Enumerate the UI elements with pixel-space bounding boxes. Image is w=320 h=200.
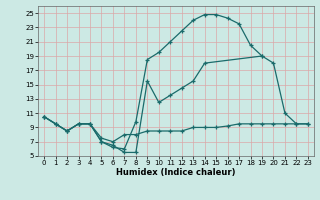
X-axis label: Humidex (Indice chaleur): Humidex (Indice chaleur) — [116, 168, 236, 177]
